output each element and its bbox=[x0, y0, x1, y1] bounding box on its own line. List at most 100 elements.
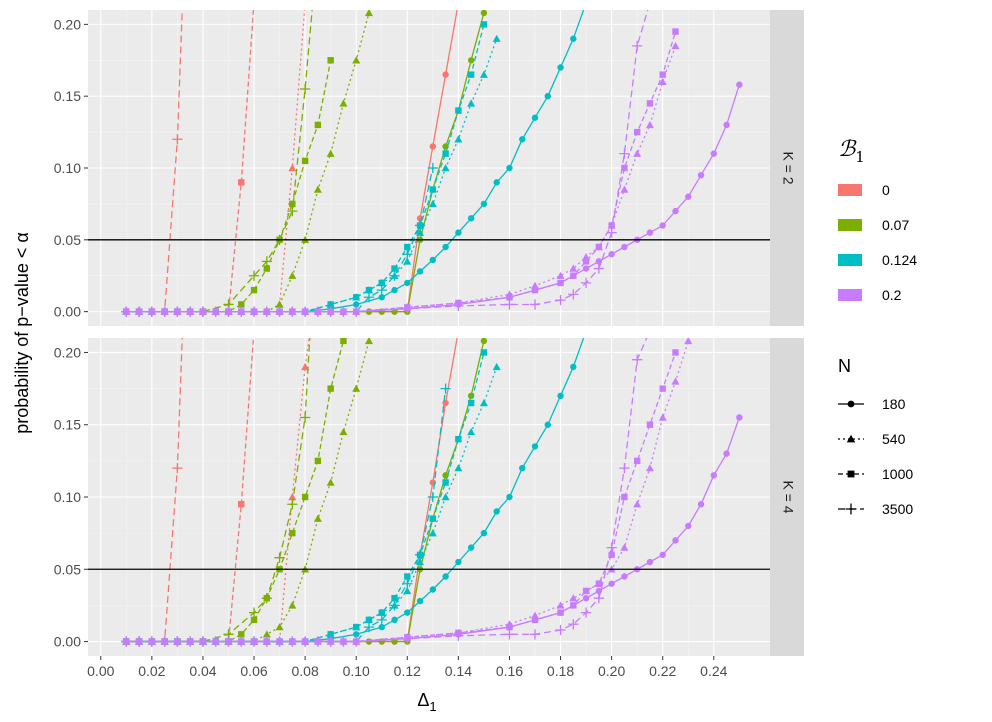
series-line bbox=[126, 352, 485, 643]
data-point bbox=[595, 587, 603, 595]
legend-shape-label: 3500 bbox=[882, 501, 913, 517]
x-tick-label: 0.24 bbox=[700, 663, 727, 679]
data-point bbox=[159, 306, 170, 317]
data-point bbox=[236, 306, 247, 317]
data-point bbox=[353, 301, 360, 308]
data-point bbox=[250, 616, 258, 624]
data-point bbox=[557, 279, 564, 287]
data-point bbox=[133, 306, 145, 317]
series-line bbox=[126, 352, 677, 643]
data-point bbox=[645, 120, 654, 129]
data-point bbox=[339, 427, 348, 436]
data-point bbox=[261, 306, 272, 317]
y-tick-label: 0.00 bbox=[54, 634, 81, 650]
data-point bbox=[453, 300, 464, 312]
data-point bbox=[416, 268, 424, 275]
data-point bbox=[314, 121, 322, 129]
data-point bbox=[428, 529, 437, 537]
data-point bbox=[531, 286, 539, 294]
data-point bbox=[442, 472, 449, 479]
data-point bbox=[429, 586, 437, 593]
data-point bbox=[455, 328, 461, 334]
data-point bbox=[404, 279, 411, 287]
data-point bbox=[301, 0, 309, 6]
data-point bbox=[313, 185, 322, 193]
data-point bbox=[608, 580, 615, 587]
data-point bbox=[455, 229, 462, 236]
x-tick-label: 0.20 bbox=[598, 663, 625, 679]
data-point bbox=[568, 619, 579, 630]
data-point bbox=[608, 250, 615, 258]
data-point bbox=[210, 306, 221, 317]
data-point bbox=[671, 377, 680, 385]
data-point bbox=[391, 594, 398, 602]
data-point bbox=[582, 258, 590, 265]
data-point bbox=[299, 636, 311, 647]
data-point bbox=[185, 636, 196, 647]
data-point bbox=[287, 499, 298, 510]
data-point bbox=[287, 636, 298, 647]
data-point bbox=[659, 385, 666, 392]
data-point bbox=[352, 384, 361, 392]
data-point bbox=[339, 99, 348, 107]
data-point bbox=[467, 544, 475, 551]
data-point bbox=[632, 354, 643, 365]
data-point bbox=[289, 529, 296, 537]
data-point bbox=[492, 362, 501, 371]
data-point bbox=[402, 578, 413, 589]
legend-shape-marker bbox=[847, 470, 855, 478]
data-point bbox=[248, 270, 260, 281]
data-point bbox=[338, 306, 349, 317]
data-point bbox=[529, 299, 541, 310]
data-point bbox=[593, 263, 604, 274]
data-point bbox=[353, 294, 360, 301]
data-point bbox=[504, 629, 515, 640]
legend-shape: N 180 540 1000 3500 bbox=[838, 356, 913, 517]
y-tick-label: 0.05 bbox=[54, 232, 81, 248]
data-point bbox=[299, 83, 311, 95]
data-point bbox=[378, 294, 385, 301]
data-point bbox=[646, 100, 654, 107]
data-point bbox=[274, 636, 285, 647]
data-point bbox=[455, 107, 462, 114]
data-point bbox=[172, 306, 183, 317]
data-point bbox=[251, 328, 257, 334]
data-point bbox=[402, 249, 413, 260]
data-point bbox=[672, 207, 679, 215]
data-point bbox=[723, 450, 730, 457]
facet-strip-label: K = 4 bbox=[780, 480, 796, 513]
data-point bbox=[308, 0, 318, 8]
data-point bbox=[327, 631, 334, 638]
data-point bbox=[177, 0, 187, 8]
facet-strip-label: K = 2 bbox=[780, 151, 796, 184]
data-point bbox=[427, 162, 438, 174]
series-line bbox=[126, 24, 485, 313]
data-point bbox=[595, 580, 603, 587]
data-point bbox=[723, 121, 730, 129]
data-point bbox=[569, 594, 578, 602]
data-point bbox=[593, 593, 604, 604]
data-point bbox=[305, 326, 315, 336]
data-point bbox=[442, 479, 449, 486]
data-point bbox=[633, 128, 641, 136]
data-point bbox=[606, 542, 617, 553]
data-point bbox=[402, 633, 413, 644]
data-point bbox=[262, 630, 271, 638]
series-line bbox=[126, 10, 649, 313]
legend-color-label: 0.2 bbox=[882, 287, 902, 303]
data-point bbox=[493, 179, 500, 186]
data-point bbox=[378, 609, 385, 616]
data-point bbox=[429, 143, 437, 150]
data-point bbox=[467, 71, 475, 78]
x-tick-label: 0.10 bbox=[343, 663, 370, 679]
data-point bbox=[658, 77, 667, 86]
data-point bbox=[301, 157, 309, 165]
data-point bbox=[301, 493, 309, 501]
data-point bbox=[238, 179, 245, 186]
data-point bbox=[442, 243, 449, 251]
data-point bbox=[467, 215, 475, 222]
data-point bbox=[414, 220, 426, 231]
data-point bbox=[697, 501, 705, 508]
data-point bbox=[583, 0, 589, 6]
data-point bbox=[608, 551, 615, 559]
